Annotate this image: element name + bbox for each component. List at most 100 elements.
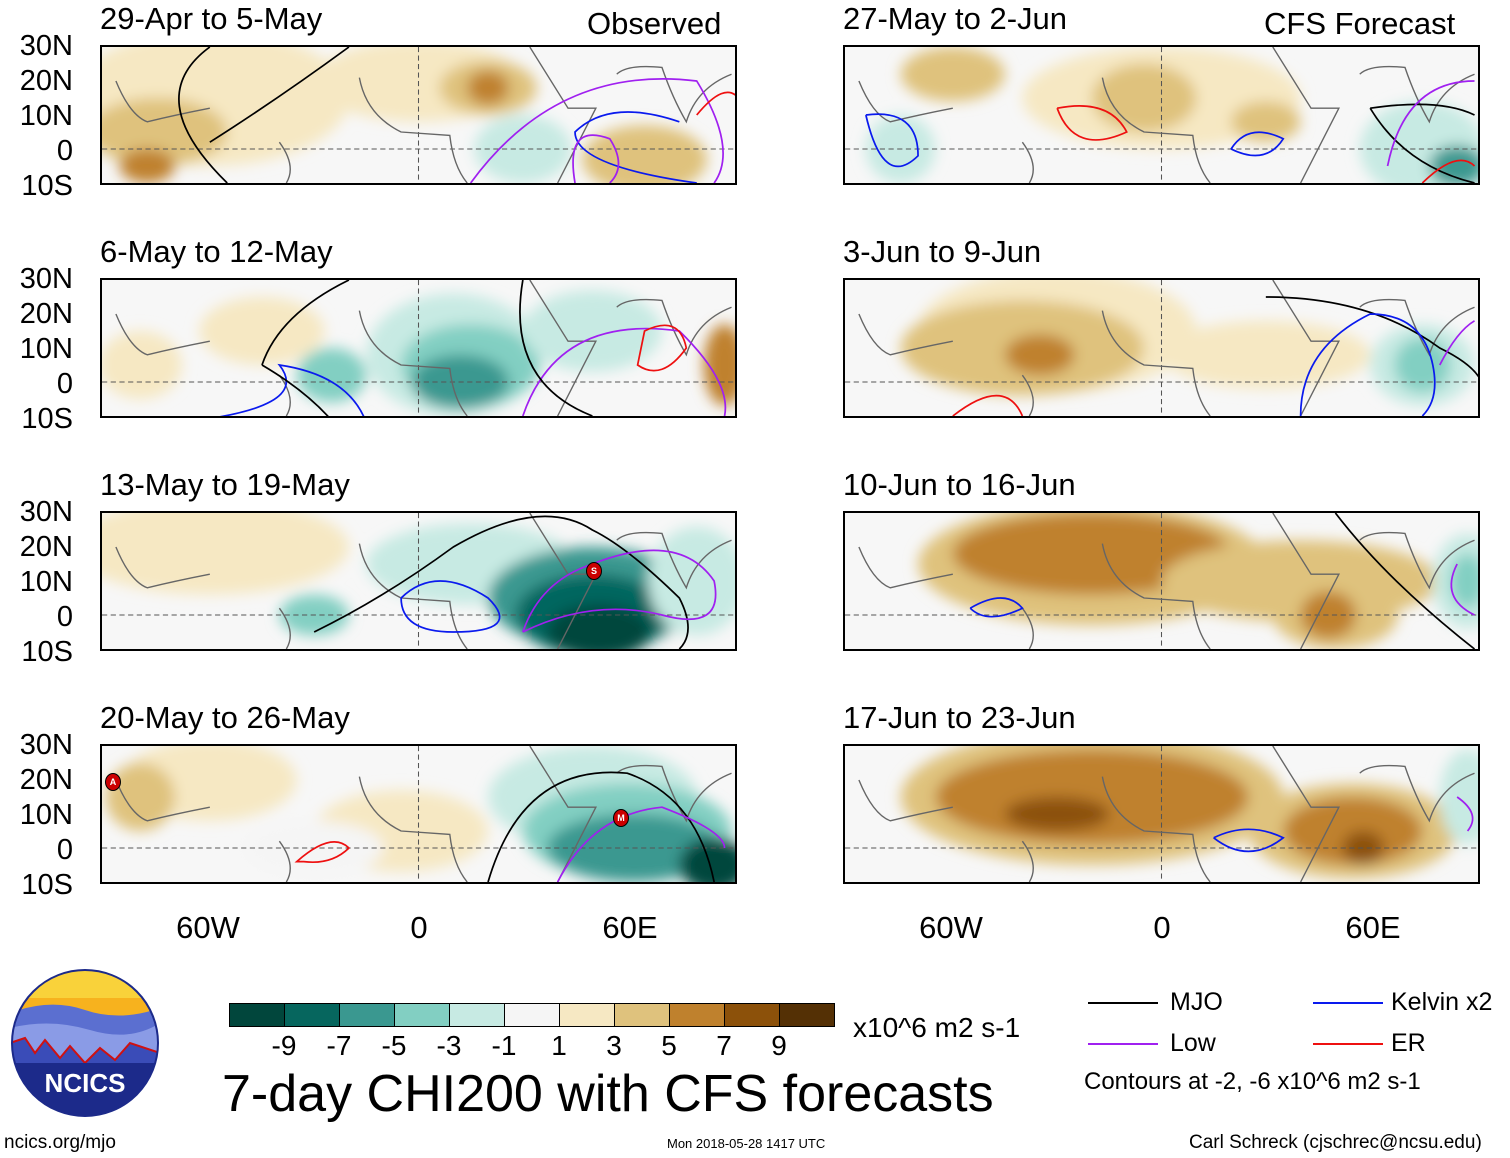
panel-title: 13-May to 19-May: [100, 467, 350, 502]
kelvin-contour: [1299, 313, 1436, 416]
legend-low: Low: [1170, 1029, 1216, 1057]
storm-marker: A: [105, 773, 121, 791]
lat-tick: 30N: [19, 496, 73, 528]
footer-site[interactable]: ncics.org/mjo: [4, 1132, 116, 1153]
panel-title: 3-Jun to 9-Jun: [843, 234, 1042, 269]
er-contour: [696, 91, 735, 116]
anomaly-region: [199, 297, 325, 365]
lat-tick: 10N: [19, 100, 73, 132]
legend-er-line: [1313, 1043, 1383, 1045]
coastline: [858, 513, 1475, 649]
legend-kelvin: Kelvin x2: [1391, 988, 1493, 1016]
er-contour: [1421, 159, 1476, 183]
lat-tick: 10S: [21, 170, 73, 202]
panel-title: 17-Jun to 23-Jun: [843, 700, 1076, 735]
lat-tick: 10S: [21, 636, 73, 668]
er-contour: [1056, 105, 1128, 141]
map-panel-forecast: [843, 278, 1480, 418]
anomaly-region: [467, 70, 509, 105]
lat-tick: 30N: [19, 30, 73, 62]
mjo-contour: [209, 47, 350, 143]
panel-title: 10-Jun to 16-Jun: [843, 467, 1076, 502]
lat-tick: 10S: [21, 403, 73, 435]
map-panel-observed: [100, 511, 737, 651]
legend-er: ER: [1391, 1029, 1426, 1057]
colorbar-swatch: [339, 1003, 395, 1027]
forecast-header: CFS Forecast: [1264, 6, 1456, 41]
mjo-contour: [1334, 513, 1476, 649]
lat-tick: 10N: [19, 333, 73, 365]
kelvin-contour: [1213, 828, 1285, 853]
legend-kelvin-line: [1313, 1002, 1383, 1004]
kelvin-contour: [574, 111, 697, 183]
colorbar-label: 1: [551, 1030, 567, 1061]
anomaly-region: [900, 47, 1005, 102]
anomaly-region: [1450, 553, 1478, 609]
low-contour: [522, 327, 727, 416]
anomaly-region: [1091, 64, 1197, 132]
lon-tick: 60W: [919, 910, 983, 945]
legend-low-line: [1088, 1043, 1158, 1045]
anomaly-region: [296, 348, 367, 403]
map-panel-observed: [100, 278, 737, 418]
mjo-contour: [313, 515, 689, 649]
storm-marker: S: [586, 562, 602, 580]
colorbar-units: x10^6 m2 s-1: [853, 1012, 1021, 1043]
coastline: [858, 746, 1475, 882]
colorbar-swatch: [559, 1003, 615, 1027]
colorbar-label: -1: [491, 1030, 517, 1061]
anomaly-region: [522, 290, 662, 372]
map-panel-forecast: [843, 744, 1480, 884]
anomaly-region: [679, 837, 735, 882]
low-contour: [1450, 563, 1475, 616]
low-contour: [1438, 320, 1475, 366]
lon-tick: 60E: [602, 910, 658, 945]
colorbar-swatch: [284, 1003, 340, 1027]
colorbar-label: -7: [326, 1030, 352, 1061]
anomaly-region: [1004, 334, 1075, 376]
lat-tick: 30N: [19, 729, 73, 761]
colorbar-label: 5: [661, 1030, 677, 1061]
mjo-contour: [261, 280, 350, 416]
panel-title: 27-May to 2-Jun: [843, 1, 1067, 36]
kelvin-contour: [969, 597, 1024, 618]
mjo-contour: [487, 771, 715, 882]
low-contour: [572, 134, 620, 183]
anomaly-region: [102, 513, 349, 595]
colorbar-swatch: [504, 1003, 560, 1027]
colorbar-label: -9: [271, 1030, 297, 1061]
mjo-contour: [519, 280, 593, 416]
colorbar-label: 3: [606, 1030, 622, 1061]
lat-tick: 20N: [19, 764, 73, 796]
mjo-contour: [178, 47, 228, 183]
lat-tick: 20N: [19, 298, 73, 330]
colorbar-swatch: [779, 1003, 835, 1027]
colorbar-label: 7: [716, 1030, 732, 1061]
lon-tick: 0: [1153, 910, 1171, 945]
legend-mjo: MJO: [1170, 988, 1223, 1016]
lat-tick: 0: [56, 368, 73, 400]
kelvin-contour: [865, 113, 919, 168]
anomaly-region: [1300, 591, 1357, 639]
low-contour: [1456, 796, 1474, 832]
colorbar-swatch: [614, 1003, 670, 1027]
map-panel-observed: [100, 45, 737, 185]
map-panel-forecast: [843, 45, 1480, 185]
coastline: [858, 280, 1475, 416]
footer-timestamp: Mon 2018-05-28 1417 UTC: [667, 1136, 826, 1151]
svg-text:NCICS: NCICS: [45, 1068, 126, 1098]
er-contour: [294, 841, 351, 863]
anomaly-region: [119, 149, 176, 183]
anomaly-region: [935, 749, 1249, 845]
panel-title: 6-May to 12-May: [100, 234, 333, 269]
low-contour: [522, 549, 717, 633]
anomaly-region: [1342, 831, 1385, 865]
er-contour: [636, 324, 688, 372]
map-panel-forecast: [843, 511, 1480, 651]
observed-header: Observed: [587, 6, 722, 41]
lon-tick: 60W: [176, 910, 240, 945]
lat-tick: 10N: [19, 566, 73, 598]
lat-tick: 30N: [19, 263, 73, 295]
colorbar-label: 9: [771, 1030, 787, 1061]
